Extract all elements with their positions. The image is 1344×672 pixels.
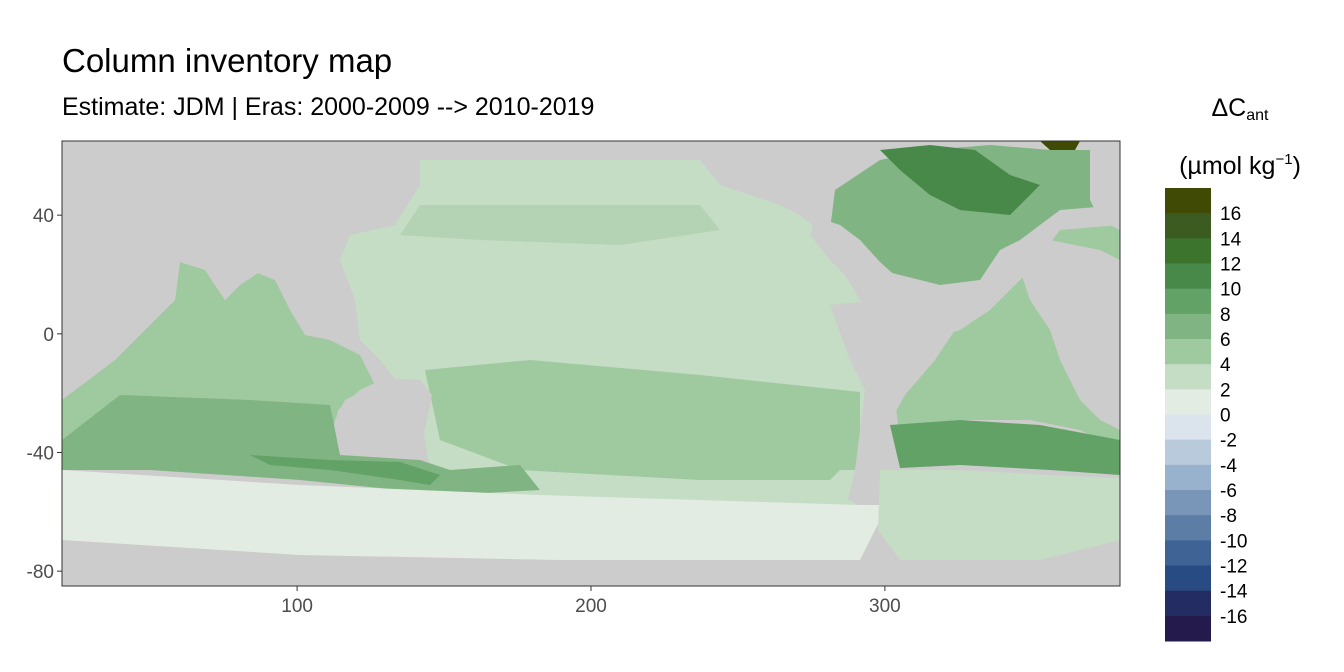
- sao-dark-band: [250, 455, 440, 485]
- legend-swatch: [1165, 464, 1211, 491]
- legend-label: -4: [1220, 456, 1237, 477]
- y-tick-label: -80: [27, 562, 54, 583]
- map-panel: [61, 140, 1121, 587]
- legend-swatch: [1165, 188, 1211, 214]
- legend-label: -14: [1220, 582, 1248, 603]
- legend-swatch: [1165, 565, 1211, 592]
- legend-label: 10: [1220, 280, 1241, 301]
- legend-swatch: [1165, 364, 1211, 390]
- north-pacific-band: [400, 205, 720, 245]
- legend-swatch: [1165, 339, 1211, 365]
- legend-label: 8: [1220, 305, 1231, 326]
- legend-label: -16: [1220, 607, 1247, 628]
- nordic-seas-dark: [1040, 141, 1080, 150]
- legend-label: 16: [1220, 204, 1241, 225]
- legend-unit-close: ): [1292, 152, 1301, 180]
- legend-swatch: [1165, 313, 1211, 340]
- africa-land: [1020, 240, 1120, 430]
- legend-label: -10: [1220, 531, 1247, 552]
- map-title: Column inventory map: [62, 42, 393, 79]
- legend-label: 0: [1220, 406, 1231, 427]
- legend-label: 2: [1220, 380, 1231, 401]
- legend-label: 14: [1220, 229, 1242, 250]
- legend-swatch: [1165, 515, 1211, 541]
- map-subtitle: Estimate: JDM | Eras: 2000-2009 --> 2010…: [62, 93, 595, 121]
- x-tick-label: 100: [281, 596, 313, 617]
- legend-swatch: [1165, 490, 1211, 516]
- legend-swatch: [1165, 590, 1211, 617]
- legend-unit-exponent: −1: [1275, 151, 1293, 168]
- legend-swatch: [1165, 439, 1211, 466]
- legend-swatch: [1165, 263, 1211, 290]
- legend-title-line1: ΔCant: [1150, 86, 1330, 138]
- south-atlantic-dark-band: [890, 420, 1120, 475]
- legend-label: 12: [1220, 255, 1241, 276]
- australia-land: [335, 378, 432, 450]
- legend-label: -6: [1220, 481, 1237, 502]
- legend-swatch: [1165, 615, 1211, 642]
- legend-label: 6: [1220, 330, 1231, 351]
- north-america-land: [700, 141, 900, 310]
- legend-label: -12: [1220, 557, 1247, 578]
- x-axis: 100 200 300: [281, 586, 901, 617]
- y-tick-label: -40: [27, 444, 54, 465]
- north-atlantic-region: [830, 145, 1120, 285]
- landmasses: [62, 141, 1120, 586]
- weddell-region: [878, 470, 1120, 560]
- legend-swatch: [1165, 288, 1211, 315]
- y-tick-label: 0: [43, 325, 54, 346]
- legend-swatch: [1165, 414, 1211, 441]
- x-tick-label: 300: [869, 596, 901, 617]
- legend-symbol: ΔC: [1211, 94, 1247, 122]
- legend-label: 4: [1220, 355, 1231, 376]
- legend-swatch: [1165, 389, 1211, 415]
- europe-land: [1090, 141, 1120, 230]
- y-tick-label: 40: [33, 206, 54, 227]
- legend-colorbar: 16 14 12 10 8 6 4 2 0 -2 -4 -6 -8 -10 -12 -14 -16: [1165, 188, 1248, 642]
- antarctica-land: [62, 555, 1120, 586]
- asia-land: [62, 141, 420, 390]
- legend-label: -2: [1220, 431, 1237, 452]
- legend-subscript: ant: [1246, 107, 1269, 124]
- south-pacific-band: [425, 360, 860, 480]
- x-tick-label: 200: [575, 596, 607, 617]
- legend-unit-main: (µmol kg: [1179, 152, 1276, 180]
- south-america-land: [830, 300, 955, 505]
- legend-title-line2: (µmol kg−1): [1150, 138, 1330, 188]
- legend-title: ΔCant (µmol kg−1): [1150, 86, 1330, 188]
- southern-ocean-region: [62, 470, 880, 560]
- y-axis: 40 0 -40 -80: [27, 206, 62, 583]
- north-atlantic-dark: [880, 145, 1040, 215]
- legend-label: -8: [1220, 506, 1237, 527]
- legend-swatch: [1165, 238, 1211, 264]
- legend-swatch: [1165, 213, 1211, 239]
- legend-swatch: [1165, 540, 1211, 566]
